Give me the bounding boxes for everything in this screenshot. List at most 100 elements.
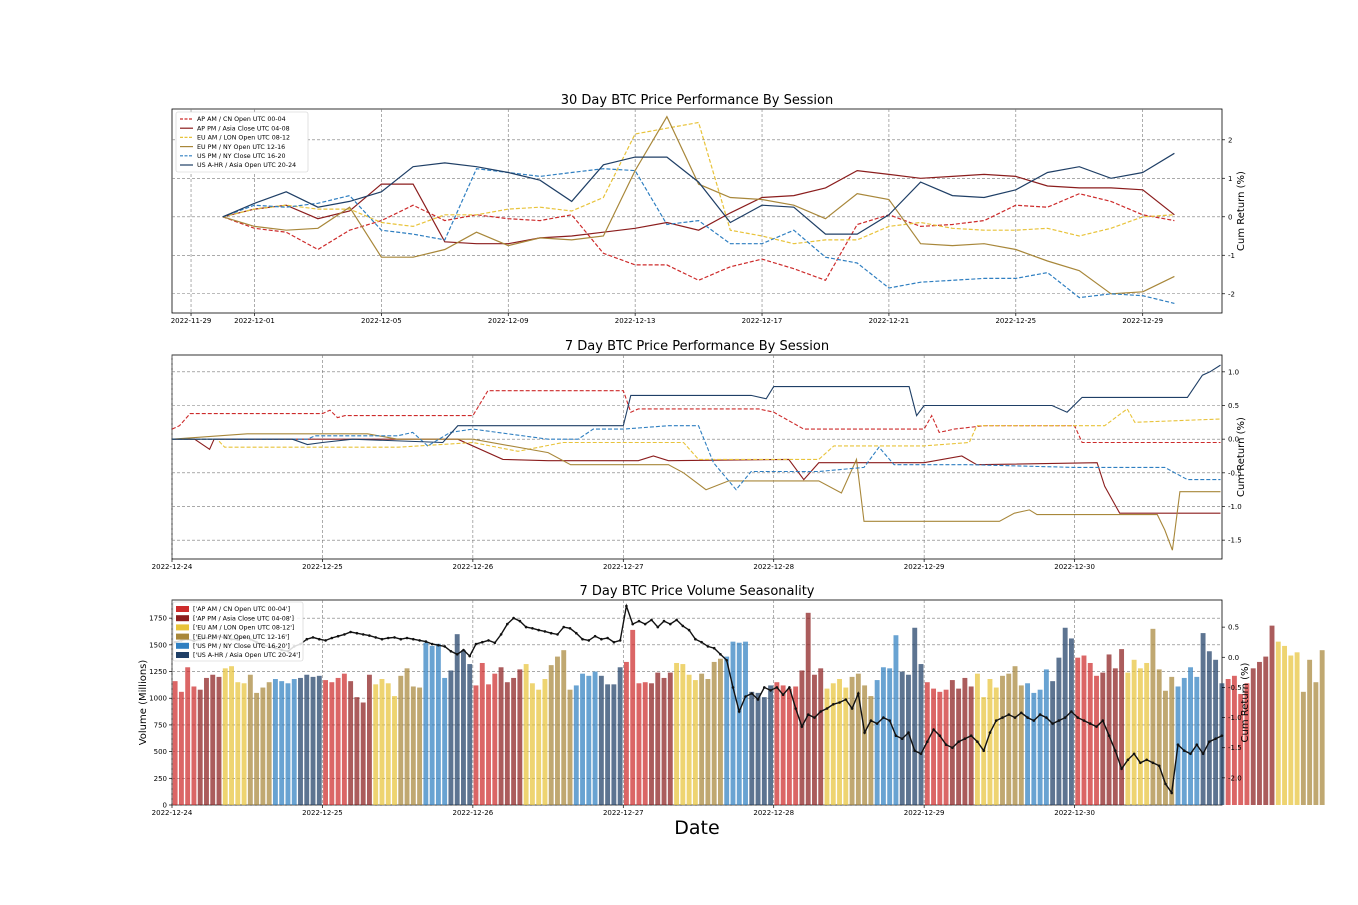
chart-30day-ytick-label: 2 xyxy=(1228,136,1232,144)
volume-bar xyxy=(523,664,529,805)
volume-bar xyxy=(949,680,955,805)
volume-bar xyxy=(1006,673,1012,805)
cum-return-point xyxy=(637,619,641,623)
volume-bar xyxy=(1031,692,1037,805)
cum-return-point xyxy=(756,698,760,701)
chart-30day-ytick-label: -2 xyxy=(1228,290,1235,298)
volume-bar xyxy=(555,656,560,805)
volume-bar xyxy=(598,675,604,805)
volume-bar xyxy=(492,673,498,805)
volume-bar xyxy=(498,667,504,805)
cum-return-point xyxy=(1076,716,1079,719)
cum-return-point xyxy=(487,639,490,642)
series-line-2 xyxy=(222,169,1175,245)
volume-bar xyxy=(805,612,811,805)
cum-return-point xyxy=(1063,716,1067,719)
legend-label: EU PM / NY Open UTC 12-16 xyxy=(197,144,285,151)
chart-volume-ytick-right-label: 0.0 xyxy=(1228,654,1239,662)
volume-bar xyxy=(1300,691,1306,805)
volume-bar xyxy=(1144,662,1150,805)
volume-bar xyxy=(793,686,799,805)
legend-label: AP PM / Asia Close UTC 04-08 xyxy=(197,125,290,132)
legend-label: EU AM / LON Open UTC 08-12 xyxy=(197,135,290,142)
cum-return-point xyxy=(1051,722,1054,725)
volume-bar xyxy=(974,673,980,805)
volume-bar xyxy=(1119,649,1125,805)
volume-bar xyxy=(605,684,611,805)
volume-bar xyxy=(1043,669,1049,805)
cum-return-point xyxy=(643,622,647,626)
cum-return-point xyxy=(1095,725,1098,728)
series-line-4 xyxy=(222,115,1175,295)
cum-return-point xyxy=(794,707,797,710)
volume-bar xyxy=(718,658,723,805)
series-line-1 xyxy=(171,390,1221,444)
volume-bar xyxy=(855,673,861,805)
cum-return-point xyxy=(719,653,722,656)
volume-bar xyxy=(348,681,354,805)
cum-return-point xyxy=(788,686,791,689)
volume-bar xyxy=(1231,675,1237,805)
volume-bar xyxy=(229,666,234,805)
cum-return-point xyxy=(850,707,854,710)
volume-bar xyxy=(1081,655,1087,805)
series-line-4 xyxy=(171,433,1221,551)
volume-bar xyxy=(298,677,303,805)
volume-bar xyxy=(379,679,385,805)
cum-return-point xyxy=(769,689,772,692)
legend-label: ['AP AM / CN Open UTC 00-04'] xyxy=(193,606,290,613)
volume-bar xyxy=(517,669,523,805)
volume-bar xyxy=(1075,657,1081,805)
chart-30day-series xyxy=(222,115,1175,304)
volume-bar xyxy=(542,679,548,805)
volume-bar xyxy=(1263,656,1269,805)
chart-volume-xtick-label: 2022-12-24 xyxy=(152,809,193,817)
cum-return-point xyxy=(600,637,603,641)
chart-30day-xtick-label: 2022-11-29 xyxy=(171,317,212,325)
cum-return-point xyxy=(875,722,879,725)
series-line-5 xyxy=(172,425,1221,491)
cum-return-point xyxy=(844,698,848,701)
chart-30day-ytick-label: -1 xyxy=(1228,252,1235,260)
volume-bar xyxy=(893,635,899,805)
volume-bar xyxy=(204,677,209,805)
volume-bar xyxy=(404,668,410,805)
volume-bar xyxy=(1169,676,1175,806)
volume-bar xyxy=(235,682,241,805)
volume-bar xyxy=(1244,683,1250,805)
volume-bar xyxy=(667,672,673,805)
cum-return-point xyxy=(1132,752,1136,756)
cum-return-point xyxy=(1032,719,1036,722)
cum-return-point xyxy=(969,734,973,737)
cum-return-point xyxy=(806,713,810,716)
volume-bar xyxy=(661,677,667,805)
volume-bar xyxy=(567,689,573,805)
chart-volume-ytick-right-label: -0.5 xyxy=(1228,684,1242,692)
volume-bar xyxy=(868,696,874,805)
volume-bar xyxy=(260,687,266,805)
cum-return-point xyxy=(913,749,916,752)
cum-return-point xyxy=(418,639,421,642)
volume-bar xyxy=(743,641,748,805)
volume-bar xyxy=(674,662,680,805)
chart-30day-ticks: 2022-11-29 2022-12-01 2022-12-05 2022-12-09… xyxy=(171,136,1235,325)
volume-bar xyxy=(1313,682,1319,805)
volume-bar xyxy=(1131,659,1137,805)
legend-swatch xyxy=(176,652,189,658)
volume-bar xyxy=(780,685,786,805)
chart-volume-ytick-label: 500 xyxy=(154,748,167,756)
cum-return-point xyxy=(1164,782,1167,786)
volume-bar xyxy=(993,687,999,805)
chart-volume-ytick-label: 1250 xyxy=(149,668,167,676)
cum-return-point xyxy=(681,624,685,628)
cum-return-point xyxy=(957,740,960,743)
cum-return-point xyxy=(744,695,747,698)
volume-bar xyxy=(611,684,617,805)
cum-return-point xyxy=(1001,716,1004,719)
volume-bar xyxy=(448,670,454,805)
cum-return-point xyxy=(1082,719,1086,722)
cum-return-point xyxy=(625,604,628,608)
volume-bar xyxy=(1181,677,1187,805)
cum-return-point xyxy=(336,634,340,638)
volume-bar xyxy=(366,674,372,805)
